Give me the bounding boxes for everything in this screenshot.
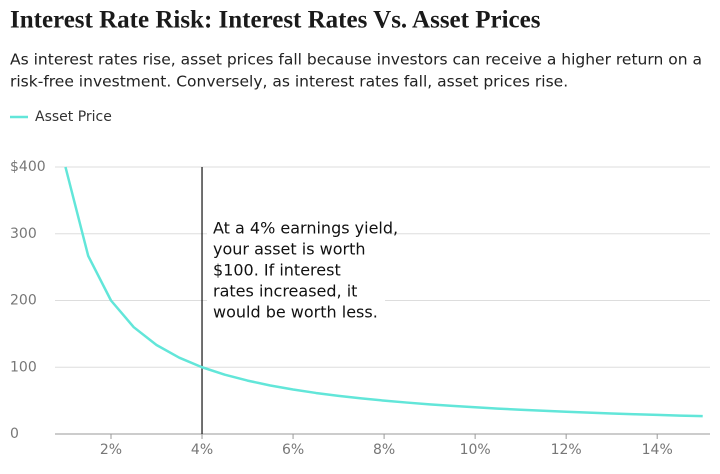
annotation-text: At a 4% earnings yield, (213, 219, 398, 238)
y-tick-label: 200 (10, 293, 37, 309)
chart-subtitle: As interest rates rise, asset prices fal… (10, 51, 702, 69)
annotation-text: $100. If interest (213, 261, 341, 280)
x-tick-label: 10% (460, 442, 491, 458)
y-tick-label: 100 (10, 359, 37, 375)
annotation-box (207, 215, 386, 327)
annotation-text: would be worth less. (213, 303, 378, 322)
annotation-text: rates increased, it (213, 282, 357, 301)
x-tick-label: 12% (551, 442, 582, 458)
y-tick-label: 0 (10, 426, 19, 442)
series-line (64, 166, 703, 418)
x-tick-label: 6% (282, 442, 304, 458)
x-tick-label: 14% (642, 442, 673, 458)
x-tick-label: 4% (191, 442, 213, 458)
chart-title: Interest Rate Risk: Interest Rates Vs. A… (10, 7, 541, 34)
chart-subtitle: risk-free investment. Conversely, as int… (10, 73, 568, 91)
y-tick-label: $400 (10, 159, 46, 175)
annotation-text: your asset is worth (213, 240, 365, 259)
y-tick-label: 300 (10, 226, 37, 242)
x-tick-label: 2% (100, 442, 122, 458)
legend-label: Asset Price (35, 109, 112, 125)
x-tick-label: 8% (373, 442, 395, 458)
